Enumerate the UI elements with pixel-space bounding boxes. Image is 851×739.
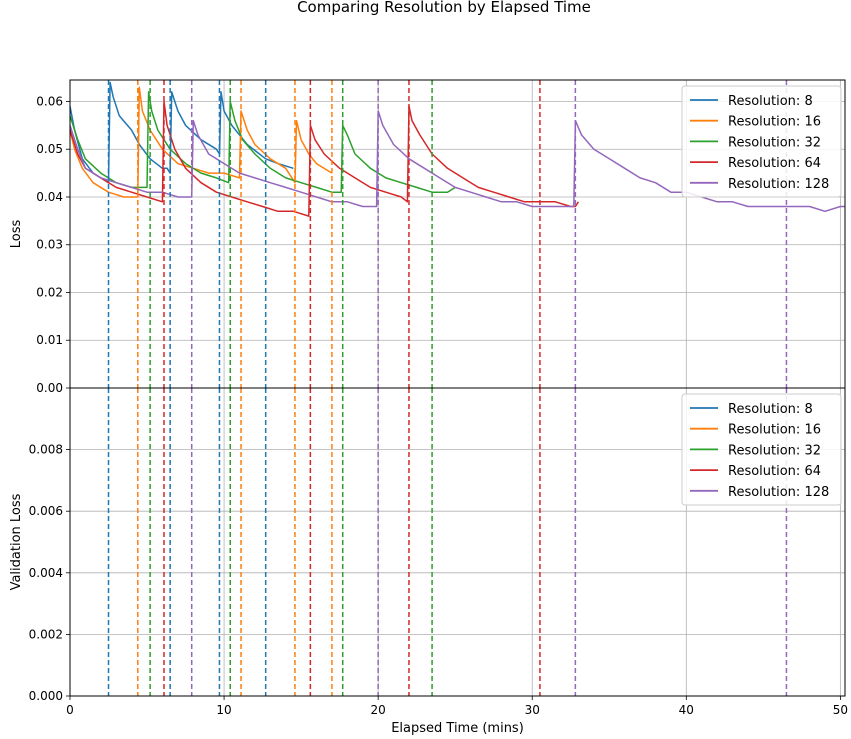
y-tick-label: 0.03 <box>36 238 63 252</box>
y-axis-label: Validation Loss <box>9 493 24 590</box>
figure-title: Comparing Resolution by Elapsed Time <box>297 0 591 16</box>
legend-label-4: Resolution: 128 <box>728 177 829 192</box>
series-line-0 <box>69 81 294 184</box>
y-tick-label: 0.04 <box>36 190 63 204</box>
loss-panel: 0.00 0.01 0.02 0.03 0.04 0.05 0.06 Loss Resoluti… <box>9 79 846 395</box>
legend-box <box>681 393 842 506</box>
y-tick-label: 0.002 <box>29 627 63 641</box>
x-tick-label: 0 <box>66 703 74 717</box>
legend-box <box>681 85 842 198</box>
validation-loss-panel: 0.000 0.002 0.004 0.006 0.008 0 10 20 30 40 50 Elap… <box>9 387 848 736</box>
y-tick-label: 0.004 <box>29 566 63 580</box>
legend-label-4: Resolution: 128 <box>728 485 829 500</box>
x-tick-label: 30 <box>525 703 540 717</box>
y-tick-label: 0.00 <box>36 381 63 395</box>
series-line-2 <box>69 91 456 193</box>
series-line-4 <box>69 110 845 213</box>
y-tick-label: 0.06 <box>36 94 63 108</box>
x-tick-label: 40 <box>679 703 694 717</box>
legend-label-0: Resolution: 8 <box>728 94 813 109</box>
axes-frame <box>69 387 846 697</box>
legend-label-3: Resolution: 64 <box>728 464 821 479</box>
y-tick-label: 0.000 <box>29 689 63 703</box>
y-axis-label: Loss <box>9 220 24 249</box>
y-tick-label: 0.006 <box>29 504 63 518</box>
series-line-3 <box>69 100 580 217</box>
y-tick-label: 0.05 <box>36 142 63 156</box>
y-tick-label: 0.02 <box>36 285 63 299</box>
legend-label-1: Resolution: 16 <box>728 423 821 438</box>
y-tick-label: 0.01 <box>36 333 63 347</box>
legend-label-2: Resolution: 32 <box>728 135 821 150</box>
legend-label-1: Resolution: 16 <box>728 115 821 130</box>
x-tick-label: 20 <box>371 703 386 717</box>
legend-label-2: Resolution: 32 <box>728 443 821 458</box>
y-tick-label: 0.008 <box>29 443 63 457</box>
x-tick-label: 10 <box>216 703 231 717</box>
x-tick-label: 50 <box>833 703 848 717</box>
x-axis-label: Elapsed Time (mins) <box>391 721 524 736</box>
series-line-1 <box>69 86 333 198</box>
legend-label-0: Resolution: 8 <box>728 402 813 417</box>
legend-label-3: Resolution: 64 <box>728 156 821 171</box>
